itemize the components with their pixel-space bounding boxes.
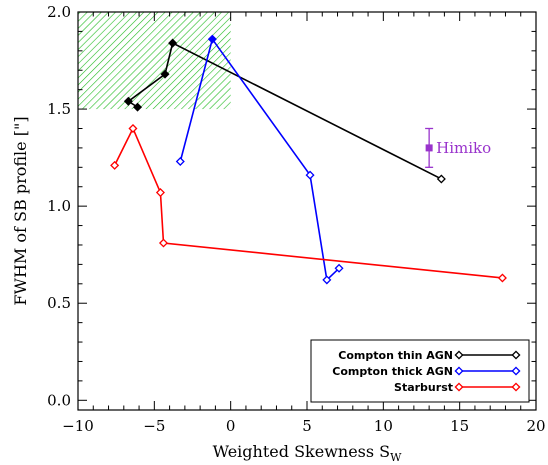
legend-label: Starburst — [394, 381, 453, 394]
data-point — [175, 156, 185, 167]
axes-layer: −10 −5 0 5 10 15 20 0.0 0.5 1.0 1.5 2.0 Weighted Ske… — [11, 3, 546, 464]
data-point — [305, 170, 315, 180]
x-tick-label: 15 — [450, 417, 469, 435]
data-point — [133, 102, 143, 112]
series-2 — [110, 123, 507, 283]
data-point — [128, 123, 138, 134]
legend: Compton thin AGN Compton thick AGN Starbur… — [310, 339, 530, 403]
data-point — [425, 144, 433, 152]
data-point — [160, 69, 170, 79]
data-point — [322, 275, 332, 285]
annotation-himiko: Himiko — [425, 127, 491, 168]
data-point — [207, 34, 217, 44]
series-1 — [175, 34, 344, 285]
y-tick-label: 1.5 — [47, 100, 71, 118]
x-tick-label: 20 — [526, 417, 545, 435]
legend-marker — [511, 350, 521, 360]
series-0 — [123, 38, 446, 184]
x-tick-label: 0 — [226, 417, 236, 435]
legend-label: Compton thick AGN — [332, 365, 453, 378]
legend-marker — [511, 382, 521, 392]
legend-marker — [511, 366, 521, 376]
x-tick-label: 5 — [302, 417, 312, 435]
data-point — [436, 174, 446, 184]
data-point — [155, 188, 165, 198]
data-point — [168, 38, 178, 48]
y-axis-title: FWHM of SB profile ["] — [11, 116, 30, 305]
legend-marker — [454, 366, 464, 376]
y-tick-label: 0.5 — [47, 294, 71, 312]
shaded-region-layer — [78, 12, 231, 110]
x-tick-label: −5 — [143, 417, 165, 435]
y-tick-label: 0.0 — [47, 391, 71, 409]
series-layer — [110, 34, 507, 285]
y-tick-label: 2.0 — [47, 3, 71, 21]
data-point — [123, 96, 133, 106]
legend-label: Compton thin AGN — [338, 349, 453, 362]
annotation-label: Himiko — [436, 139, 491, 157]
y-tick-label: 1.0 — [47, 197, 71, 215]
annotation-layer: Himiko — [425, 127, 491, 168]
x-tick-label: 10 — [374, 417, 393, 435]
data-point — [110, 160, 120, 170]
x-axis-title: Weighted Skewness SW — [213, 442, 403, 464]
data-point — [497, 273, 507, 283]
data-point — [158, 238, 169, 248]
legend-marker — [454, 350, 464, 360]
x-tick-label: −10 — [62, 417, 94, 435]
shaded-region — [78, 12, 231, 110]
data-point — [334, 263, 344, 273]
legend-marker — [454, 382, 464, 392]
